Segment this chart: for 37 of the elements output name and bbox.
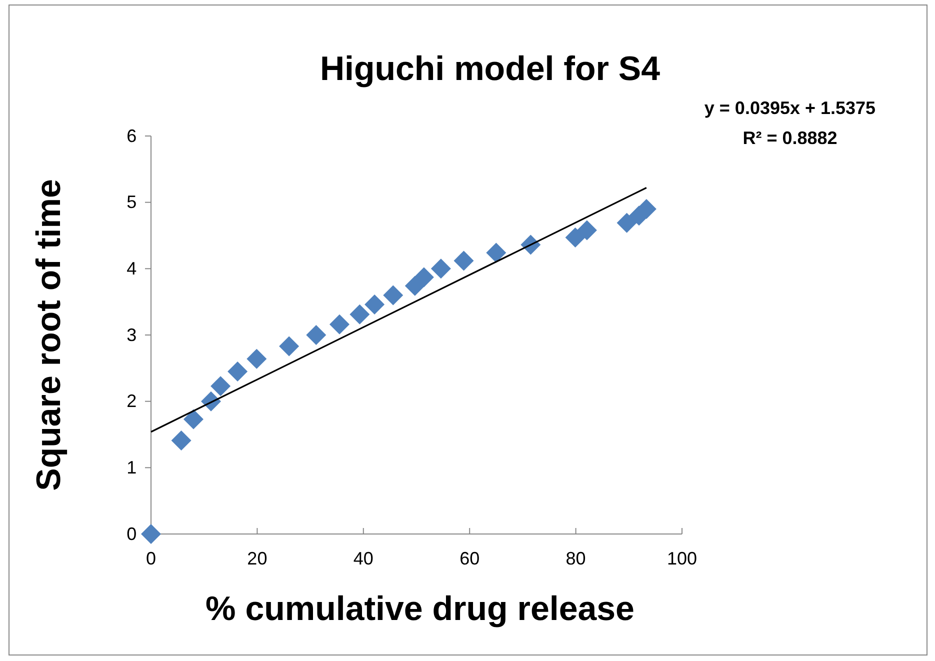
point — [228, 361, 248, 382]
x-tick-label: 60 — [460, 548, 480, 569]
text: y = 0.0395x + 1.5375 — [704, 98, 876, 118]
x-tick-label: 40 — [353, 548, 374, 569]
y-tick-label: 6 — [126, 126, 137, 146]
point — [565, 227, 586, 248]
point — [576, 220, 597, 240]
y-tick-label: 0 — [126, 524, 137, 544]
y-tick-label: 3 — [126, 324, 137, 345]
point — [616, 212, 637, 233]
chart-title: Higuchi model for S4 — [320, 50, 660, 88]
x-tick-label: 20 — [247, 548, 268, 569]
y-axis-title: Square root of time — [30, 179, 68, 491]
point — [330, 314, 350, 334]
point — [306, 325, 326, 345]
x-tick-label: 80 — [566, 548, 586, 569]
point — [183, 409, 204, 430]
y-tick-label: 5 — [126, 192, 137, 212]
text: R² = 0.8882 — [742, 128, 838, 148]
point — [350, 304, 370, 324]
point — [430, 258, 451, 279]
point — [246, 348, 267, 369]
y-tick-label: 2 — [126, 391, 137, 412]
point — [383, 285, 404, 306]
point — [210, 376, 231, 396]
x-tick-label: 0 — [146, 548, 156, 569]
point — [454, 250, 474, 271]
y-tick-label: 1 — [126, 457, 137, 478]
point — [171, 430, 192, 450]
point — [141, 524, 161, 544]
point — [414, 267, 434, 288]
x-tick-label: 100 — [666, 548, 698, 569]
x-axis-title: % cumulative drug release — [206, 590, 634, 628]
y-tick-label: 4 — [126, 258, 137, 278]
point — [364, 294, 385, 314]
point — [486, 242, 506, 263]
point — [279, 336, 300, 356]
